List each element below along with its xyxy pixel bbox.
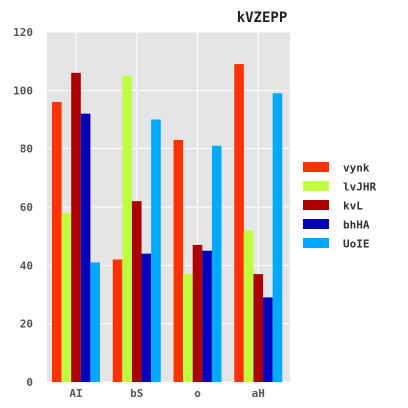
legend-label-kvl: kvL (343, 200, 363, 213)
y-tick-label-80: 80 (20, 143, 33, 156)
bar-kvl-o (192, 244, 203, 382)
bar-lvjhr-o (183, 274, 193, 382)
y-tick-label-60: 60 (20, 201, 33, 214)
bar-bhha-bs (141, 253, 152, 382)
legend-label-uoie: UoIE (343, 238, 370, 251)
bar-uoie-o (211, 145, 222, 382)
bar-vynk-ai (52, 102, 62, 382)
legend: vynk lvJHR kvL bhHA UoIE (303, 162, 376, 251)
legend-label-bhha: bhHA (343, 219, 370, 232)
bar-bhha-ai (80, 113, 91, 383)
bar-lvjhr-ai (61, 212, 72, 382)
legend-swatch-kvl (303, 200, 329, 210)
x-axis-ticks: AI bS o aH (69, 387, 265, 400)
bar-vynk-o (173, 139, 184, 382)
legend-label-lvjhr: lvJHR (343, 181, 376, 194)
x-tick-label-o: o (194, 387, 201, 400)
bar-kvl-ai (71, 72, 81, 382)
bar-vynk-bs (112, 259, 123, 382)
bar-uoie-ai (90, 262, 100, 382)
x-tick-label-ah: aH (252, 387, 265, 400)
bar-uoie-bs (151, 119, 161, 382)
bar-lvjhr-ah (243, 230, 254, 382)
y-tick-label-120: 120 (13, 26, 33, 39)
legend-swatch-uoie (303, 238, 329, 248)
y-tick-label-20: 20 (20, 318, 33, 331)
y-tick-label-40: 40 (20, 259, 33, 272)
legend-swatch-lvjhr (303, 181, 329, 191)
x-tick-label-ai: AI (69, 387, 82, 400)
bar-kvl-ah (253, 274, 264, 382)
y-tick-label-0: 0 (26, 376, 33, 389)
bar-bhha-ah (263, 297, 273, 382)
legend-label-vynk: vynk (343, 162, 370, 175)
bar-bhha-o (202, 250, 212, 382)
x-tick-label-bs: bS (130, 387, 143, 400)
chart-title: kVZEPP (237, 10, 288, 26)
bar-uoie-ah (272, 93, 283, 382)
y-axis-ticks: 0 20 40 60 80 100 120 (13, 26, 33, 389)
bars (52, 64, 283, 383)
bar-vynk-ah (234, 64, 244, 382)
legend-swatch-bhha (303, 219, 329, 229)
y-tick-label-100: 100 (13, 84, 33, 97)
bar-kvl-bs (131, 201, 142, 382)
legend-swatch-vynk (303, 162, 329, 172)
bar-lvjhr-bs (122, 75, 132, 382)
